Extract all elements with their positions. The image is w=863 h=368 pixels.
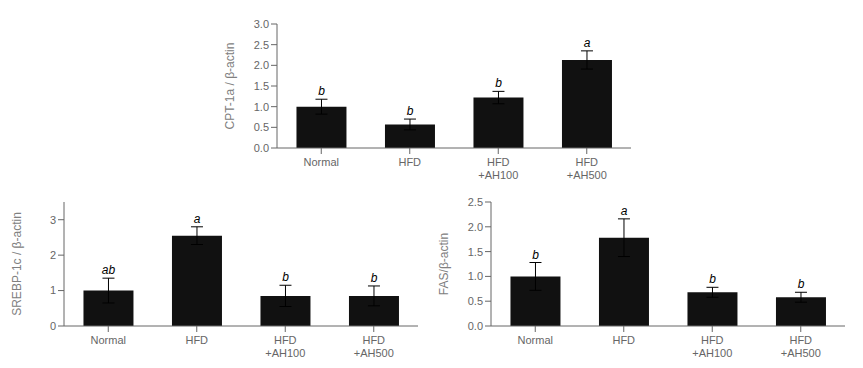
svg-text:Normal: Normal bbox=[91, 334, 126, 346]
svg-text:FAS/β-actin: FAS/β-actin bbox=[437, 233, 451, 295]
svg-text:0.0: 0.0 bbox=[468, 320, 483, 332]
svg-text:b: b bbox=[407, 104, 414, 118]
svg-text:Normal: Normal bbox=[304, 156, 339, 168]
svg-text:2.0: 2.0 bbox=[254, 59, 269, 71]
svg-text:HFD+AH100: HFD+AH100 bbox=[478, 156, 518, 180]
svg-text:1.0: 1.0 bbox=[468, 270, 483, 282]
svg-text:1.5: 1.5 bbox=[254, 80, 269, 92]
svg-text:b: b bbox=[495, 76, 502, 90]
svg-text:2: 2 bbox=[50, 249, 56, 261]
svg-text:1: 1 bbox=[50, 284, 56, 296]
svg-text:b: b bbox=[798, 277, 805, 291]
svg-text:0.5: 0.5 bbox=[254, 121, 269, 133]
svg-text:0.5: 0.5 bbox=[468, 295, 483, 307]
svg-text:Normal: Normal bbox=[518, 334, 553, 346]
svg-text:HFD+AH500: HFD+AH500 bbox=[781, 334, 821, 358]
svg-text:b: b bbox=[371, 271, 378, 285]
svg-text:HFD+AH100: HFD+AH100 bbox=[265, 334, 305, 358]
svg-text:2.5: 2.5 bbox=[468, 196, 483, 208]
svg-text:1.5: 1.5 bbox=[468, 246, 483, 258]
svg-text:HFD+AH100: HFD+AH100 bbox=[692, 334, 732, 358]
svg-text:b: b bbox=[709, 272, 716, 286]
svg-text:a: a bbox=[621, 204, 628, 218]
svg-text:2.5: 2.5 bbox=[254, 39, 269, 51]
svg-text:HFD: HFD bbox=[398, 156, 421, 168]
svg-text:3.0: 3.0 bbox=[254, 18, 269, 30]
svg-text:b: b bbox=[532, 248, 539, 262]
svg-text:2.0: 2.0 bbox=[468, 221, 483, 233]
svg-text:b: b bbox=[282, 270, 289, 284]
svg-text:SREBP-1c / β-actin: SREBP-1c / β-actin bbox=[10, 212, 24, 316]
svg-text:HFD+AH500: HFD+AH500 bbox=[567, 156, 607, 180]
svg-text:b: b bbox=[318, 84, 325, 98]
svg-text:HFD: HFD bbox=[612, 334, 635, 346]
svg-text:CPT-1a / β-actin: CPT-1a / β-actin bbox=[223, 43, 237, 130]
svg-text:1.0: 1.0 bbox=[254, 101, 269, 113]
svg-text:HFD: HFD bbox=[185, 334, 208, 346]
svg-text:3: 3 bbox=[50, 214, 56, 226]
svg-text:HFD+AH500: HFD+AH500 bbox=[354, 334, 394, 358]
svg-text:0.0: 0.0 bbox=[254, 142, 269, 154]
svg-text:a: a bbox=[194, 212, 201, 226]
svg-text:ab: ab bbox=[102, 263, 116, 277]
svg-text:a: a bbox=[584, 36, 591, 50]
svg-text:0: 0 bbox=[50, 320, 56, 332]
